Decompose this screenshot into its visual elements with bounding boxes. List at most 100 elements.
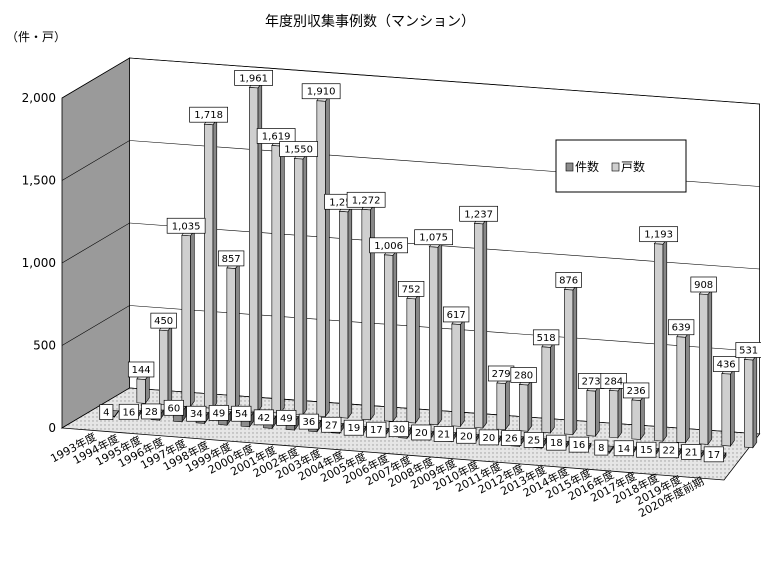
legend: 件数 戸数: [555, 139, 687, 193]
data-label-series-2-21: 284: [600, 373, 627, 389]
data-label-series-2-17-text: 280: [514, 370, 533, 381]
data-label-series-1-9: 36: [298, 413, 319, 430]
data-label-series-2-12-box: [397, 281, 425, 297]
bar-series-2-25-front: [699, 293, 709, 445]
data-label-series-2-10: 1,272: [346, 191, 386, 208]
data-label-series-2-10-text: 1,272: [352, 195, 381, 206]
data-label-series-2-7-text: 1,550: [284, 144, 313, 155]
bar-series-2-11-side: [392, 249, 398, 423]
y-tick-label: 2,000: [22, 91, 56, 105]
bar-series-2-22-side: [640, 394, 645, 441]
data-label-series-1-3-box: [163, 399, 184, 416]
bar-series-2-18: [541, 341, 555, 434]
data-label-series-1-26-box: [681, 444, 702, 460]
data-label-series-1-19-text: 25: [527, 435, 540, 446]
data-label-series-1-20-box: [546, 434, 567, 451]
data-label-series-1-23: 14: [613, 440, 634, 457]
data-label-series-2-8-text: 1,910: [307, 87, 336, 98]
bar-series-2-22: [631, 394, 645, 441]
bar-series-2-1-front: [159, 329, 169, 406]
data-label-series-1-23-text: 14: [617, 444, 630, 455]
bar-series-2-1-side: [167, 324, 173, 406]
bar-series-2-24-front: [676, 336, 686, 444]
data-label-series-1-6-text: 54: [235, 409, 248, 420]
data-label-series-1-21-box: [568, 436, 589, 453]
data-label-series-2-1: 450: [150, 312, 177, 329]
data-label-series-2-15-text: 1,237: [464, 209, 493, 220]
bar-series-2-25-side: [707, 288, 713, 446]
data-label-series-1-6: 54: [231, 405, 252, 422]
data-label-series-1-7-box: [253, 409, 274, 426]
legend-label-series-2: 戸数: [621, 159, 645, 174]
data-label-series-1-12-box: [366, 421, 387, 438]
data-label-series-1-8: 49: [276, 409, 297, 426]
bar-series-2-22-front: [631, 399, 641, 440]
bar-series-2-17-front: [519, 384, 529, 432]
data-label-series-1-10: 27: [321, 416, 342, 433]
y-tick-label: 1,500: [22, 174, 56, 188]
y-tick-label: 500: [33, 339, 56, 353]
data-label-series-2-25-text: 908: [694, 280, 713, 291]
data-label-series-1-16-text: 20: [460, 431, 473, 442]
bar-series-2-12-front: [406, 298, 416, 424]
bar-series-2-10-side: [370, 203, 375, 421]
data-label-series-2-20-text: 273: [582, 377, 601, 388]
bar-series-2-18-front: [541, 346, 551, 434]
bar-series-2-11: [383, 249, 398, 423]
bar-series-2-15-front: [474, 222, 484, 429]
bar-series-2-26-front: [721, 373, 731, 447]
bar-series-2-9-side: [347, 205, 353, 420]
bar-series-2-8: [316, 95, 330, 418]
bar-series-2-25: [698, 288, 713, 446]
bar-series-2-10: [361, 203, 375, 421]
bar-series-2-6: [271, 139, 285, 415]
bar-series-2-20-front: [586, 390, 596, 437]
gridline: [61, 57, 130, 99]
gridline: [61, 140, 130, 181]
data-label-series-1-21: 16: [568, 436, 589, 453]
data-label-series-1-26: 21: [681, 444, 702, 460]
data-label-series-2-18-text: 518: [537, 333, 556, 344]
bar-series-2-13: [428, 241, 443, 426]
data-label-series-1-0-box: [99, 404, 114, 420]
data-label-series-2-12-text: 752: [402, 284, 421, 295]
data-label-series-2-10-box: [346, 191, 386, 208]
gridline: [61, 222, 130, 264]
bar-series-2-6-side: [280, 139, 285, 415]
data-label-series-2-5: 1,961: [234, 70, 273, 86]
data-label-series-2-18-box: [532, 329, 560, 346]
data-label-series-2-23-box: [639, 226, 678, 243]
data-label-series-1-17: 20: [478, 429, 499, 446]
data-label-series-2-4-text: 857: [222, 254, 241, 265]
x-axis: 1993年度1994年度1995年度1996年度1997年度1998年度1999…: [48, 430, 706, 521]
data-label-series-2-3-box: [189, 106, 228, 123]
data-label-series-2-21-text: 284: [604, 376, 623, 387]
bar-series-2-27: [743, 353, 758, 449]
data-label-series-2-11-box: [369, 237, 408, 254]
data-label-series-2-19-text: 876: [559, 275, 578, 286]
data-label-series-2-26: 436: [712, 356, 740, 372]
data-label-series-1-10-text: 27: [325, 420, 338, 431]
data-label-series-2-8-box: [301, 83, 341, 100]
data-label-series-2-14-text: 617: [447, 310, 466, 321]
bar-series-2-8-side: [325, 95, 330, 418]
data-label-series-2-8: 1,910: [301, 83, 341, 100]
bar-series-2-21-side: [617, 384, 623, 439]
bar-series-2-15-side: [482, 217, 488, 429]
bar-series-2-10-front: [361, 208, 371, 421]
bar-series-2-21: [608, 384, 623, 439]
data-label-series-2-17: 280: [510, 367, 537, 383]
bar-series-2-9: [338, 205, 353, 420]
data-labels: 1444501,0351,7188571,9611,6191,5501,9101…: [99, 70, 761, 463]
data-label-series-1-5: 49: [208, 405, 229, 421]
data-label-series-1-14-text: 20: [415, 428, 428, 439]
data-label-series-2-23: 1,193: [639, 226, 678, 243]
data-label-series-1-17-text: 20: [482, 433, 495, 444]
data-label-series-1-15-text: 21: [437, 429, 450, 440]
data-label-series-2-27-text: 531: [739, 345, 758, 356]
bar-series-2-14: [451, 318, 465, 428]
data-label-series-1-2-text: 28: [145, 407, 158, 418]
data-label-series-2-25-box: [690, 276, 717, 293]
data-label-series-1-8-box: [276, 409, 297, 426]
